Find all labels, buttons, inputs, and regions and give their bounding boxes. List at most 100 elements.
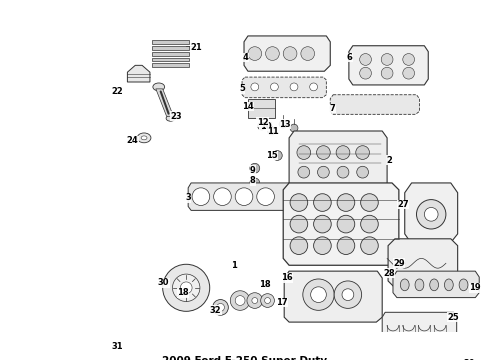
Ellipse shape (141, 136, 147, 140)
Text: 19: 19 (469, 283, 481, 292)
Text: 29: 29 (393, 259, 405, 268)
Text: 28: 28 (383, 269, 395, 278)
Circle shape (318, 166, 329, 178)
Circle shape (268, 127, 275, 135)
Circle shape (235, 296, 245, 305)
Text: 15: 15 (266, 151, 277, 160)
Circle shape (342, 289, 354, 301)
Circle shape (213, 300, 228, 315)
Text: 22: 22 (112, 87, 123, 96)
Circle shape (337, 215, 355, 233)
Circle shape (290, 124, 298, 132)
Circle shape (217, 303, 224, 311)
Circle shape (337, 166, 349, 178)
Circle shape (298, 166, 310, 178)
Circle shape (314, 194, 331, 211)
Circle shape (360, 67, 371, 79)
Ellipse shape (400, 279, 409, 291)
Circle shape (334, 281, 362, 309)
Circle shape (403, 67, 415, 79)
Bar (152, 51, 189, 55)
Ellipse shape (137, 133, 151, 143)
Polygon shape (330, 95, 419, 114)
Text: 21: 21 (190, 43, 202, 52)
Circle shape (203, 346, 215, 357)
Circle shape (361, 194, 378, 211)
Ellipse shape (430, 279, 439, 291)
Circle shape (452, 351, 473, 360)
Circle shape (230, 291, 250, 310)
Circle shape (272, 150, 282, 161)
Circle shape (314, 215, 331, 233)
Polygon shape (284, 271, 382, 322)
Text: 27: 27 (397, 200, 409, 209)
Circle shape (265, 298, 270, 303)
Circle shape (192, 188, 210, 206)
Circle shape (250, 178, 260, 188)
Text: 10: 10 (260, 122, 271, 131)
Text: 32: 32 (210, 306, 221, 315)
Circle shape (360, 54, 371, 66)
Circle shape (124, 357, 136, 360)
Circle shape (422, 356, 432, 360)
Circle shape (301, 47, 315, 60)
Polygon shape (349, 46, 428, 85)
Circle shape (183, 357, 195, 360)
Bar (152, 40, 189, 44)
Circle shape (381, 67, 393, 79)
Circle shape (317, 146, 330, 159)
Text: 1: 1 (231, 261, 237, 270)
Circle shape (180, 282, 192, 294)
Circle shape (314, 237, 331, 255)
Text: 3: 3 (185, 193, 191, 202)
Polygon shape (127, 66, 150, 82)
Circle shape (270, 83, 278, 91)
Circle shape (247, 293, 263, 309)
Circle shape (361, 237, 378, 255)
Circle shape (164, 357, 175, 360)
Circle shape (164, 346, 175, 357)
Text: 14: 14 (242, 102, 254, 111)
Polygon shape (382, 312, 457, 339)
Circle shape (235, 188, 253, 206)
Circle shape (144, 346, 156, 357)
Circle shape (283, 47, 297, 60)
Text: 18: 18 (177, 288, 189, 297)
Circle shape (381, 54, 393, 66)
Text: 2009 Ford F-250 Super Duty: 2009 Ford F-250 Super Duty (163, 356, 327, 360)
Text: 7: 7 (329, 104, 335, 113)
Circle shape (124, 346, 136, 357)
Text: 17: 17 (276, 298, 288, 307)
Circle shape (252, 298, 258, 303)
Circle shape (297, 146, 311, 159)
Polygon shape (283, 183, 399, 265)
Ellipse shape (444, 279, 453, 291)
Circle shape (203, 357, 215, 360)
Circle shape (403, 54, 415, 66)
Bar (152, 58, 189, 62)
Text: 2: 2 (386, 156, 392, 165)
Circle shape (336, 146, 350, 159)
Text: 23: 23 (171, 112, 182, 121)
Circle shape (310, 83, 318, 91)
Circle shape (251, 83, 259, 91)
Polygon shape (156, 89, 173, 116)
Text: 30: 30 (158, 278, 170, 287)
Polygon shape (388, 239, 458, 288)
Text: 18: 18 (259, 280, 270, 289)
Circle shape (337, 237, 355, 255)
Polygon shape (114, 340, 234, 360)
Circle shape (248, 47, 262, 60)
Circle shape (279, 120, 287, 128)
Text: 13: 13 (279, 120, 291, 129)
Circle shape (311, 287, 326, 302)
Circle shape (214, 188, 231, 206)
Circle shape (290, 215, 308, 233)
Circle shape (290, 237, 308, 255)
Text: 5: 5 (239, 84, 245, 93)
Circle shape (266, 47, 279, 60)
Circle shape (172, 274, 200, 302)
Circle shape (303, 279, 334, 310)
Circle shape (250, 163, 260, 173)
Circle shape (399, 351, 420, 360)
